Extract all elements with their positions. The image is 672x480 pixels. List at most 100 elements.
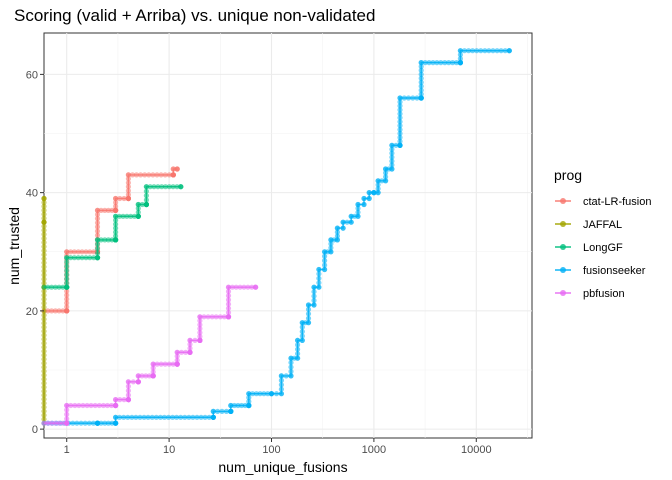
grid-lines <box>44 33 532 438</box>
data-point <box>60 308 66 314</box>
data-point <box>90 420 96 426</box>
data-point <box>41 207 47 213</box>
data-point <box>125 172 131 178</box>
data-point <box>278 391 284 397</box>
data-point <box>102 207 108 213</box>
legend-label: fusionseeker <box>583 265 646 277</box>
data-point <box>265 391 271 397</box>
x-tick-label: 1000 <box>362 444 386 456</box>
data-point <box>355 205 361 211</box>
data-point <box>102 420 108 426</box>
data-point <box>375 182 381 188</box>
data-point <box>397 123 403 129</box>
data-point <box>397 119 403 125</box>
legend-key-point <box>560 221 566 227</box>
data-point <box>397 130 403 137</box>
data-point <box>249 284 255 290</box>
data-point <box>174 414 180 420</box>
x-tick-label: 10000 <box>461 444 492 456</box>
data-point <box>64 272 70 278</box>
data-point <box>457 48 463 54</box>
data-point <box>299 337 305 343</box>
data-point <box>233 284 239 290</box>
data-point <box>143 197 149 203</box>
data-point <box>41 256 47 262</box>
data-point <box>125 392 131 398</box>
data-point <box>41 404 47 410</box>
legend: prog ctat-LR-fusion JAFFAL LongGF fusionsee… <box>554 167 651 300</box>
data-point <box>79 249 85 255</box>
data-point <box>225 297 232 303</box>
data-point <box>422 60 428 66</box>
legend-key-point <box>560 267 566 273</box>
data-point <box>75 249 81 255</box>
data-point <box>41 276 47 282</box>
data-point <box>418 63 424 70</box>
data-point <box>418 67 424 73</box>
data-point <box>305 320 312 326</box>
legend-key-point <box>560 198 566 204</box>
data-point <box>375 190 381 196</box>
data-point <box>389 154 395 160</box>
data-point <box>64 296 70 302</box>
data-point <box>94 211 101 218</box>
data-point <box>261 391 267 397</box>
data-point <box>340 225 346 231</box>
data-point <box>64 267 70 273</box>
data-point <box>241 284 247 290</box>
data-point <box>397 111 403 117</box>
data-point <box>41 340 47 346</box>
data-point <box>328 249 334 255</box>
data-point <box>135 213 141 219</box>
data-point <box>41 320 47 326</box>
data-point <box>278 382 284 388</box>
data-point <box>94 228 101 234</box>
data-point <box>135 209 141 215</box>
data-point <box>311 289 317 295</box>
data-point <box>150 172 156 178</box>
data-point <box>64 280 70 286</box>
y-axis-ticks: 0 20 40 60 <box>26 69 44 436</box>
data-point <box>253 391 259 397</box>
data-point <box>41 203 47 209</box>
data-point <box>418 83 424 89</box>
data-point <box>143 184 149 190</box>
data-point <box>246 395 252 401</box>
data-point <box>334 229 340 235</box>
data-point <box>41 227 47 233</box>
data-point <box>228 402 234 409</box>
data-point <box>187 341 193 347</box>
x-axis-title: num_unique_fusions <box>218 459 347 475</box>
data-point <box>94 250 101 256</box>
data-point <box>228 408 234 414</box>
data-point <box>64 420 70 426</box>
data-point <box>161 414 167 420</box>
data-point <box>246 391 252 397</box>
data-point <box>94 241 101 247</box>
data-point <box>60 420 66 426</box>
data-point <box>305 315 312 321</box>
data-point <box>397 138 403 144</box>
chart-title: Scoring (valid + Arriba) vs. unique non-… <box>14 6 375 25</box>
data-point <box>506 48 512 54</box>
data-point <box>466 48 472 54</box>
data-point <box>105 420 111 426</box>
data-point <box>113 195 119 202</box>
data-point <box>225 305 232 311</box>
x-axis-ticks: 1 10 100 1000 10000 <box>64 438 492 456</box>
data-point <box>446 60 452 66</box>
data-point <box>414 95 420 101</box>
data-point <box>311 284 317 290</box>
data-point <box>288 373 294 379</box>
legend-title: prog <box>554 167 582 183</box>
data-point <box>41 400 47 406</box>
data-point <box>225 293 232 299</box>
data-point <box>41 211 47 217</box>
series-fusionseeker <box>41 48 512 426</box>
data-point <box>87 255 93 261</box>
data-point <box>418 87 424 93</box>
data-point <box>49 308 55 314</box>
data-point <box>113 414 119 420</box>
legend-label: LongGF <box>583 242 623 254</box>
data-point <box>397 134 403 141</box>
